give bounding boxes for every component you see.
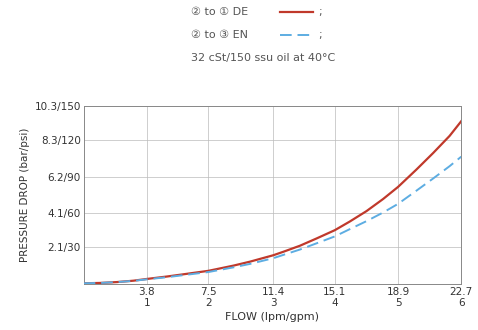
Text: ;: ; xyxy=(318,30,322,40)
Text: 32 cSt/150 ssu oil at 40°C: 32 cSt/150 ssu oil at 40°C xyxy=(191,53,336,63)
Text: ② to ① DE: ② to ① DE xyxy=(191,7,252,16)
Text: ② to ③ EN: ② to ③ EN xyxy=(191,30,252,40)
X-axis label: FLOW (lpm/gpm): FLOW (lpm/gpm) xyxy=(226,312,319,322)
Y-axis label: PRESSURE DROP (bar/psi): PRESSURE DROP (bar/psi) xyxy=(21,127,30,262)
Text: ;: ; xyxy=(318,7,322,16)
